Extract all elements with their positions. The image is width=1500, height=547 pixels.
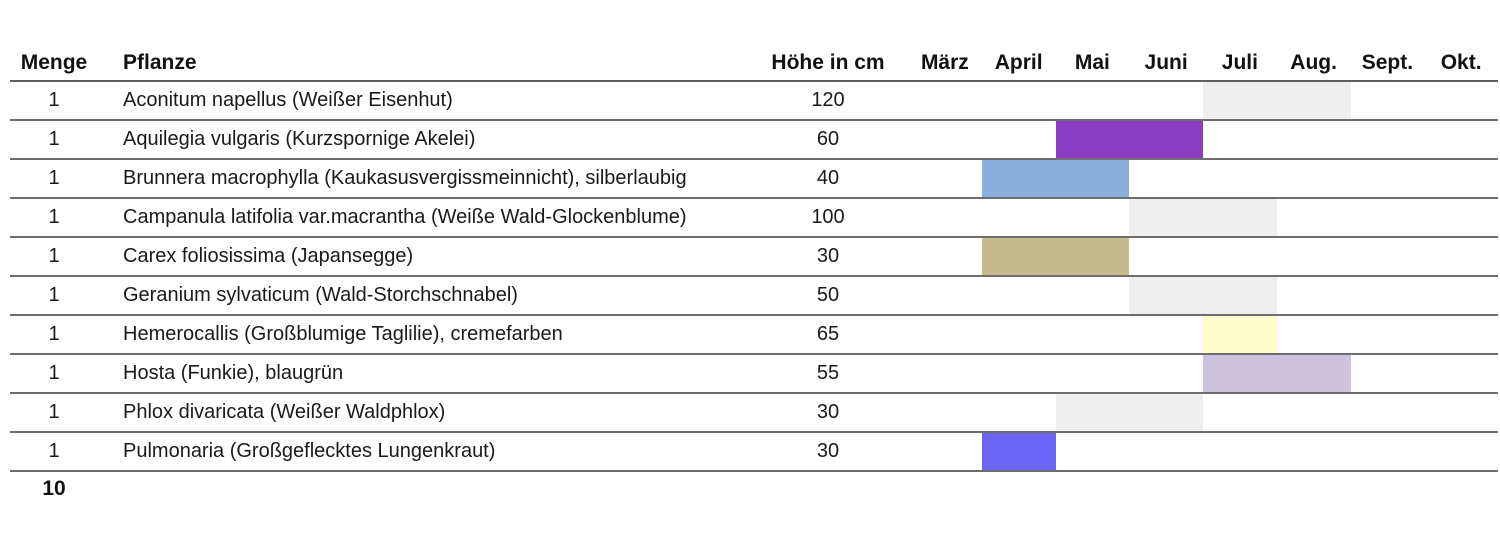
bloom-period-bar bbox=[981, 433, 1056, 470]
pflanze-cell: Aconitum napellus (Weißer Eisenhut) bbox=[123, 89, 453, 111]
hoehe-cell: 40 bbox=[816, 167, 840, 189]
table-row: 1 Phlox divaricata (Weißer Waldphlox) 30 bbox=[10, 394, 1498, 433]
bloom-period-bar bbox=[981, 160, 1130, 197]
table-row: 1 Hosta (Funkie), blaugrün 55 bbox=[10, 355, 1498, 394]
table-footer-row: 10 bbox=[10, 477, 1498, 501]
col-header-month-maerz: März bbox=[920, 51, 969, 74]
table-row: 1 Aquilegia vulgaris (Kurzspornige Akele… bbox=[10, 121, 1498, 160]
pflanze-cell: Hosta (Funkie), blaugrün bbox=[123, 362, 344, 384]
hoehe-cell: 100 bbox=[811, 206, 845, 228]
table-row: 1 Pulmonaria (Großgeflecktes Lungenkraut… bbox=[10, 433, 1498, 472]
table-row: 1 Carex foliosissima (Japansegge) 30 bbox=[10, 238, 1498, 277]
bloom-period-bar bbox=[981, 238, 1130, 275]
menge-cell: 1 bbox=[48, 245, 60, 267]
table-row: 1 Hemerocallis (Großblumige Taglilie), c… bbox=[10, 316, 1498, 355]
plant-table: Menge Pflanze Höhe in cm März April Mai Jun… bbox=[10, 46, 1498, 501]
table-row: 1 Campanula latifolia var.macrantha (Wei… bbox=[10, 199, 1498, 238]
bloom-period-bar bbox=[1203, 82, 1351, 119]
table-row: 1 Geranium sylvaticum (Wald-Storchschnab… bbox=[10, 277, 1498, 316]
col-header-month-juli: Juli bbox=[1221, 51, 1258, 74]
menge-cell: 1 bbox=[48, 323, 60, 345]
pflanze-cell: Geranium sylvaticum (Wald-Storchschnabel… bbox=[123, 284, 518, 306]
menge-cell: 1 bbox=[48, 362, 60, 384]
menge-cell: 1 bbox=[48, 284, 60, 306]
col-header-month-april: April bbox=[994, 51, 1043, 74]
table-row: 1 Aconitum napellus (Weißer Eisenhut) 12… bbox=[10, 82, 1498, 121]
pflanze-cell: Campanula latifolia var.macrantha (Weiße… bbox=[123, 206, 687, 228]
menge-cell: 1 bbox=[48, 89, 60, 111]
menge-cell: 1 bbox=[48, 440, 60, 462]
bloom-period-bar bbox=[1203, 316, 1277, 353]
pflanze-cell: Carex foliosissima (Japansegge) bbox=[123, 245, 414, 267]
hoehe-cell: 30 bbox=[816, 440, 840, 462]
hoehe-cell: 50 bbox=[816, 284, 840, 306]
col-header-month-aug: Aug. bbox=[1290, 51, 1337, 74]
bloom-period-bar bbox=[1055, 121, 1203, 158]
col-header-menge: Menge bbox=[20, 51, 88, 74]
bloom-period-bar bbox=[1129, 277, 1277, 314]
bloom-period-bar bbox=[1055, 394, 1203, 431]
pflanze-cell: Hemerocallis (Großblumige Taglilie), cre… bbox=[123, 323, 563, 345]
bloom-period-bar bbox=[1129, 199, 1277, 236]
hoehe-cell: 30 bbox=[816, 401, 840, 423]
col-header-month-okt: Okt. bbox=[1440, 51, 1482, 74]
table-header-row: Menge Pflanze Höhe in cm März April Mai Jun… bbox=[10, 46, 1498, 82]
pflanze-cell: Aquilegia vulgaris (Kurzspornige Akelei) bbox=[123, 128, 476, 150]
menge-cell: 1 bbox=[48, 128, 60, 150]
col-header-month-mai: Mai bbox=[1074, 51, 1110, 74]
pflanze-cell: Phlox divaricata (Weißer Waldphlox) bbox=[123, 401, 446, 423]
menge-cell: 1 bbox=[48, 206, 60, 228]
col-header-month-sept: Sept. bbox=[1361, 51, 1414, 74]
pflanze-cell: Brunnera macrophylla (Kaukasusvergissmei… bbox=[123, 167, 687, 189]
col-header-month-juni: Juni bbox=[1144, 51, 1188, 74]
col-header-hoehe-in-cm: Höhe in cm bbox=[771, 51, 885, 74]
hoehe-cell: 65 bbox=[816, 323, 840, 345]
hoehe-cell: 30 bbox=[816, 245, 840, 267]
hoehe-cell: 120 bbox=[811, 89, 845, 111]
total-count: 10 bbox=[42, 477, 66, 500]
pflanze-cell: Pulmonaria (Großgeflecktes Lungenkraut) bbox=[123, 440, 496, 462]
hoehe-cell: 55 bbox=[816, 362, 840, 384]
table-body: 1 Aconitum napellus (Weißer Eisenhut) 12… bbox=[10, 82, 1498, 472]
menge-cell: 1 bbox=[48, 401, 60, 423]
menge-cell: 1 bbox=[48, 167, 60, 189]
hoehe-cell: 60 bbox=[816, 128, 840, 150]
col-header-pflanze: Pflanze bbox=[123, 51, 197, 74]
bloom-period-bar bbox=[1203, 355, 1351, 392]
table-row: 1 Brunnera macrophylla (Kaukasusvergissm… bbox=[10, 160, 1498, 199]
